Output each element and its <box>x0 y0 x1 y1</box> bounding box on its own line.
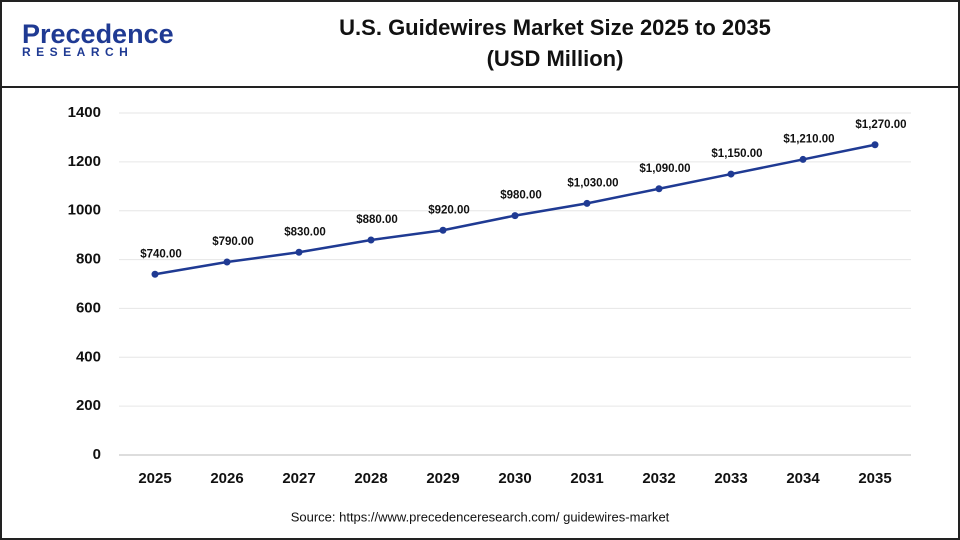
x-tick-label: 2031 <box>570 470 603 487</box>
point <box>871 141 879 149</box>
y-tick-label: 800 <box>76 251 101 268</box>
logo-name: Precedence <box>22 19 174 49</box>
value-label: $920.00 <box>428 204 470 216</box>
y-tick-label: 400 <box>76 348 101 365</box>
logo-tagline: RESEARCH <box>22 45 133 59</box>
x-tick-label: 2035 <box>858 470 891 487</box>
point <box>511 212 519 220</box>
point <box>439 226 447 234</box>
point <box>223 258 231 266</box>
value-label: $1,270.00 <box>855 119 906 131</box>
x-tick-label: 2026 <box>210 470 243 487</box>
source: Source: https://www.precedenceresearch.c… <box>291 509 670 524</box>
x-tick-label: 2032 <box>642 470 675 487</box>
value-label: $830.00 <box>284 226 326 238</box>
chart-subtitle: (USD Million) <box>487 46 624 71</box>
point <box>151 270 159 278</box>
point <box>295 248 303 256</box>
x-tick-label: 2033 <box>714 470 747 487</box>
value-label: $880.00 <box>356 214 398 226</box>
y-tick-label: 1000 <box>68 202 101 219</box>
point <box>583 199 591 207</box>
value-label: $1,090.00 <box>639 163 690 175</box>
value-label: $740.00 <box>140 248 182 260</box>
point <box>727 170 735 178</box>
y-tick-label: 600 <box>76 299 101 316</box>
y-tick-label: 0 <box>93 446 101 463</box>
y-tick-label: 1400 <box>68 104 101 121</box>
x-tick-label: 2027 <box>282 470 315 487</box>
value-label: $1,150.00 <box>711 148 762 160</box>
x-tick-label: 2034 <box>786 470 820 487</box>
value-label: $1,030.00 <box>567 177 618 189</box>
x-tick-label: 2025 <box>138 470 171 487</box>
y-tick-label: 1200 <box>68 153 101 170</box>
value-label: $980.00 <box>500 190 542 202</box>
x-tick-label: 2028 <box>354 470 387 487</box>
x-tick-label: 2029 <box>426 470 459 487</box>
chart-title: U.S. Guidewires Market Size 2025 to 2035 <box>339 15 771 40</box>
value-label: $790.00 <box>212 236 254 248</box>
y-tick-label: 200 <box>76 397 101 414</box>
point <box>799 155 807 163</box>
x-tick-label: 2030 <box>498 470 531 487</box>
value-label: $1,210.00 <box>783 133 834 145</box>
point <box>655 185 663 193</box>
point <box>367 236 375 244</box>
